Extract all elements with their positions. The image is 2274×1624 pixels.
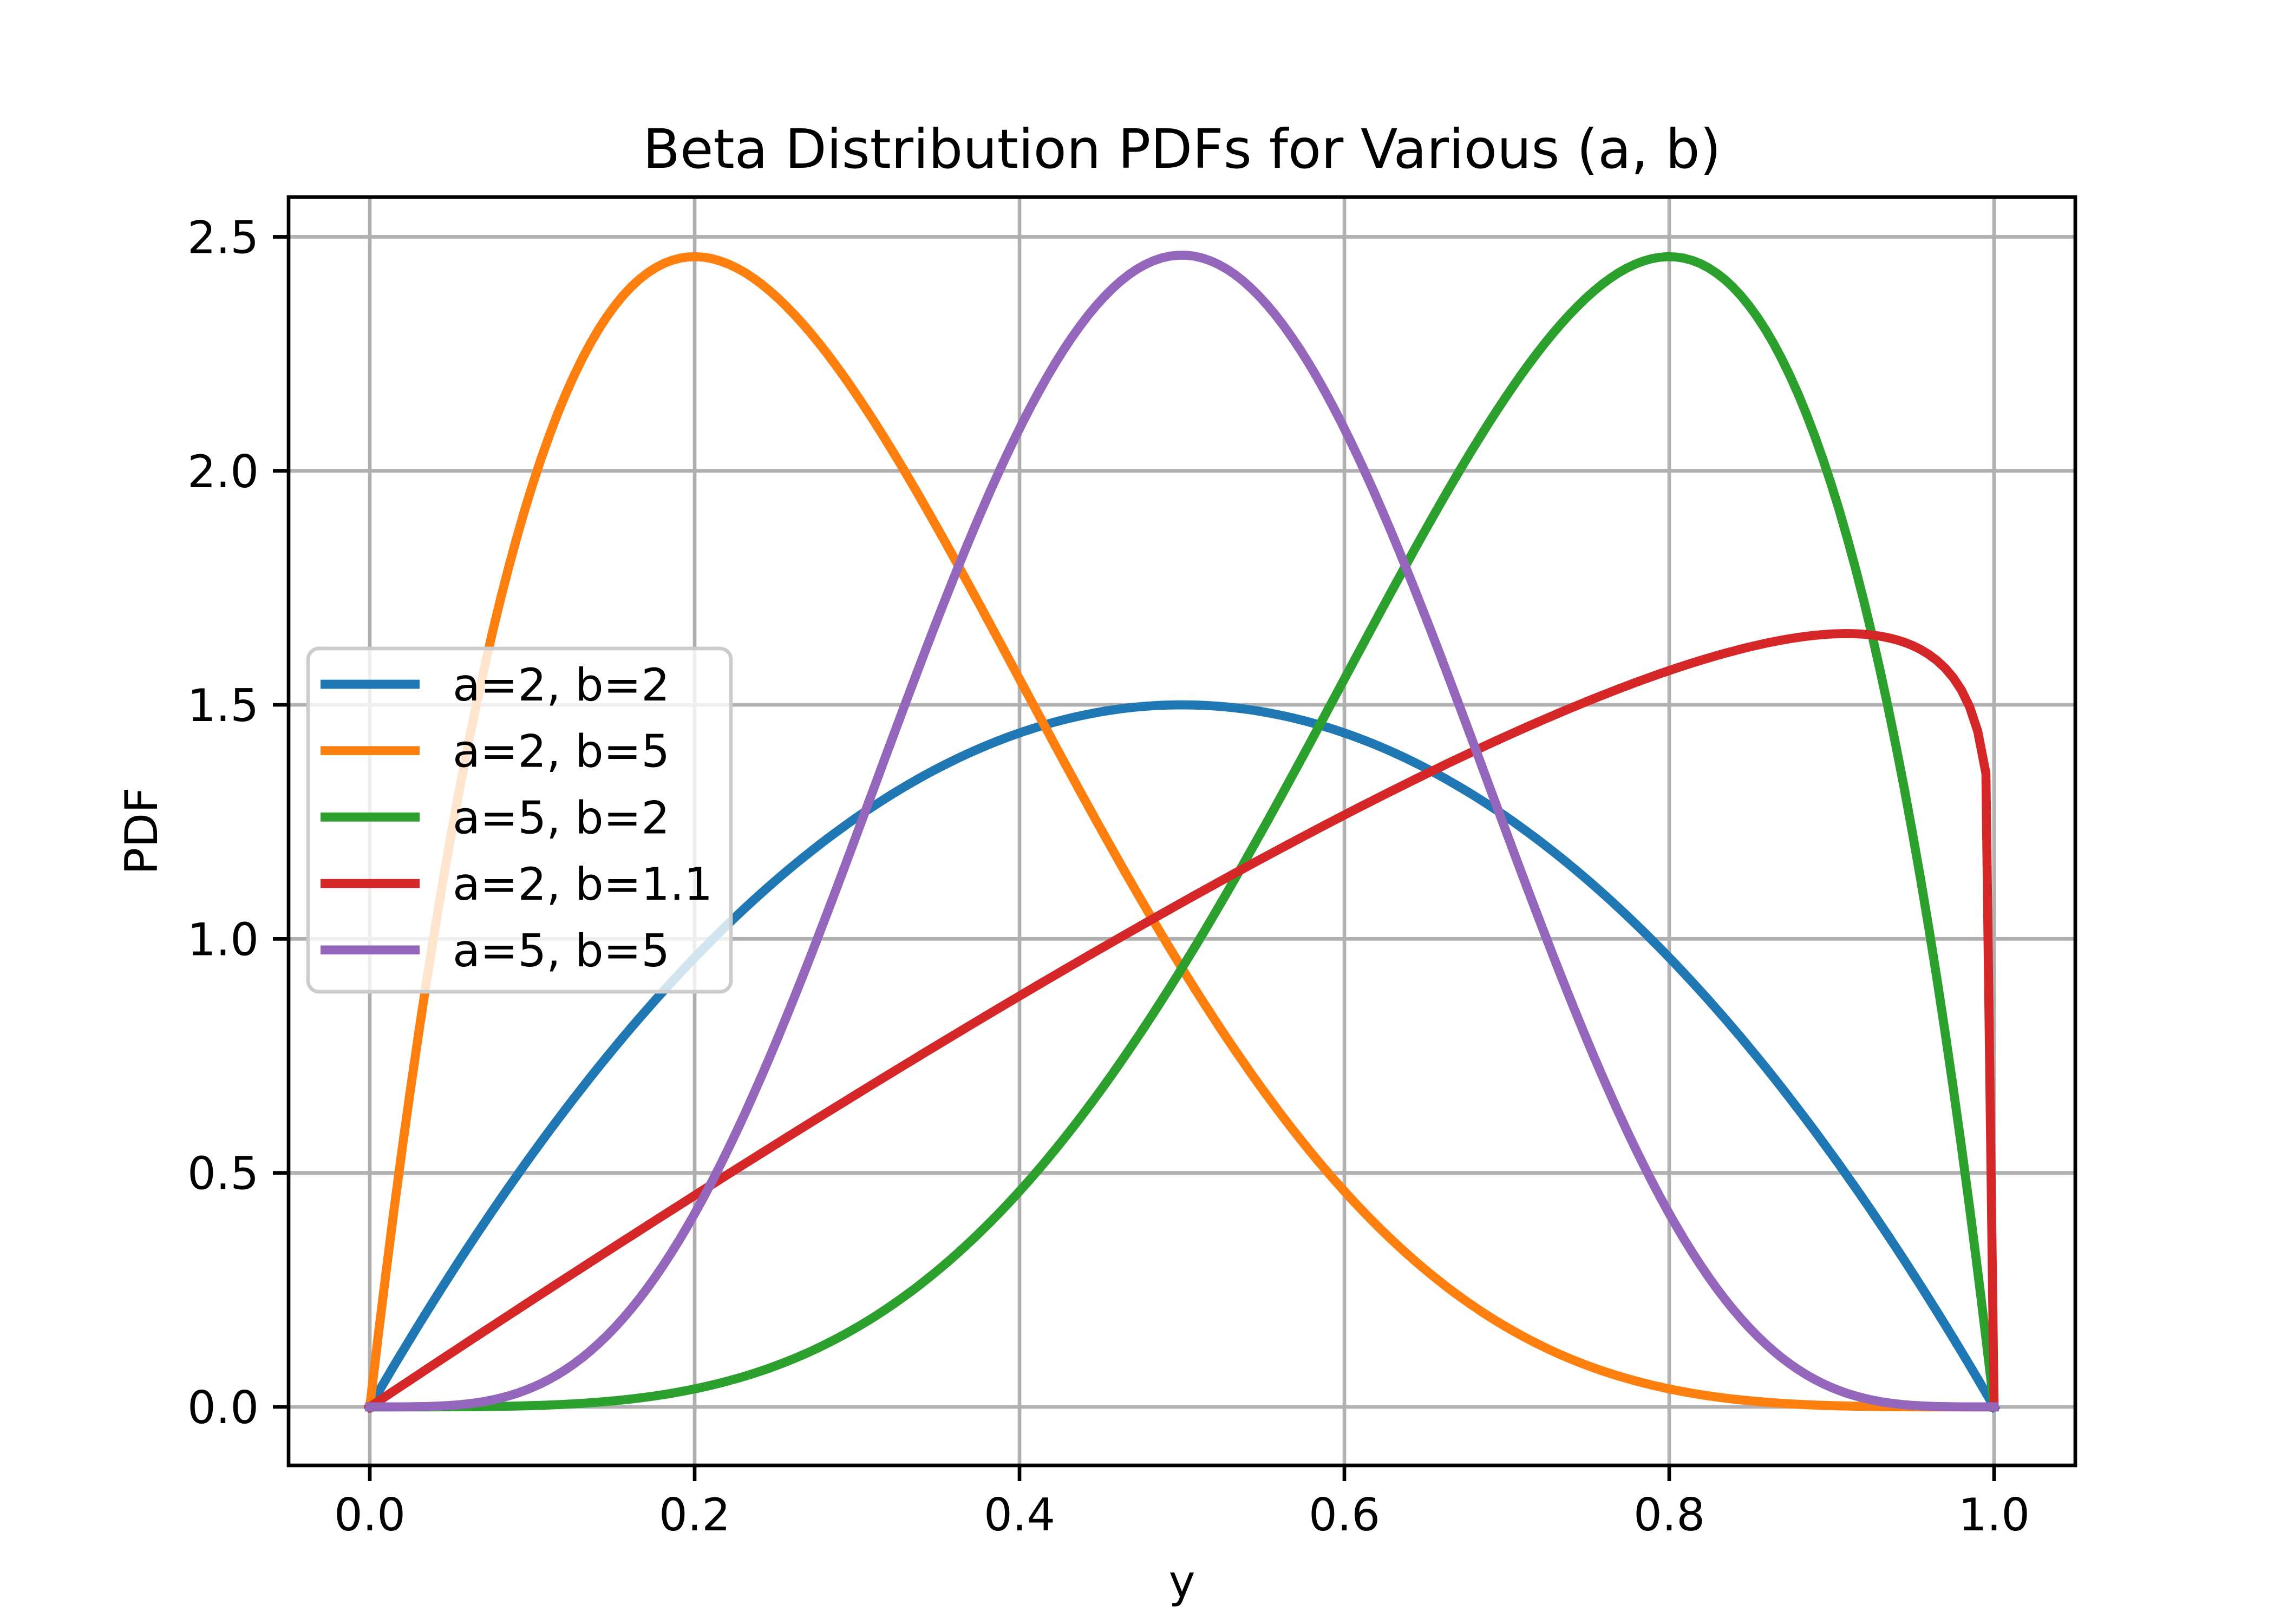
legend-label: a=5, b=5 [453,925,670,977]
series-line-2 [365,252,1999,1412]
y-tick-label: 2.0 [187,446,259,498]
x-tick-label: 0.0 [334,1489,406,1541]
y-tick-label: 2.5 [187,211,259,264]
axes-frame [286,195,2077,1468]
legend-box [306,646,733,994]
y-tick-label: 1.5 [187,679,259,732]
legend-label: a=2, b=1.1 [453,858,713,911]
x-tick-label: 0.4 [984,1489,1055,1541]
series-line-0 [363,700,2001,1413]
series-line-3 [363,629,1999,1413]
x-tick-label: 0.2 [659,1489,730,1541]
x-tick-label: 0.8 [1633,1489,1705,1541]
y-tick-label: 0.5 [187,1148,259,1200]
legend-label: a=5, b=2 [453,791,670,844]
y-axis-label: PDF [115,787,168,875]
y-tick-label: 0.0 [187,1381,259,1434]
x-tick-label: 0.6 [1309,1489,1380,1541]
legend-label: a=2, b=5 [453,725,670,778]
chart-title: Beta Distribution PDFs for Various (a, b… [643,117,1721,181]
x-axis-label: y [1168,1555,1195,1608]
legend: a=2, b=2 a=2, b=5 a=5, b=2 a=2, b=1.1 a=5, b… [306,646,733,994]
series-line-4 [365,251,1999,1412]
ticks: 0.0 0.2 0.4 0.6 0.8 1.0 0.0 0.5 1.0 1.5 2.0 2.5 [187,211,2030,1541]
legend-label: a=2, b=2 [453,659,670,711]
x-tick-label: 1.0 [1958,1489,2030,1541]
y-tick-label: 1.0 [187,913,259,966]
series-lines [363,251,2001,1413]
